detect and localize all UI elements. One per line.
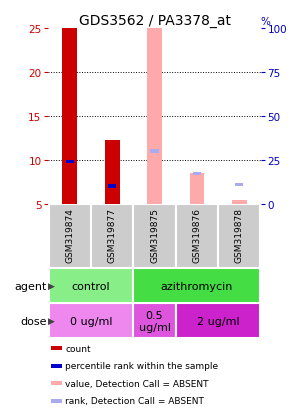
Text: rank, Detection Call = ABSENT: rank, Detection Call = ABSENT xyxy=(65,396,204,406)
Bar xyxy=(133,204,175,268)
Text: GSM319874: GSM319874 xyxy=(65,208,74,263)
Bar xyxy=(48,268,133,304)
Bar xyxy=(66,161,74,163)
Text: percentile rank within the sample: percentile rank within the sample xyxy=(65,361,218,370)
Bar xyxy=(62,27,77,204)
Bar xyxy=(51,347,62,350)
Bar xyxy=(193,173,201,176)
Text: 2 ug/ml: 2 ug/ml xyxy=(197,316,239,326)
Text: ▶: ▶ xyxy=(48,317,55,325)
Bar xyxy=(51,382,62,385)
Bar xyxy=(51,399,62,403)
Bar xyxy=(108,184,116,189)
Text: ▶: ▶ xyxy=(48,281,55,290)
Text: GSM319877: GSM319877 xyxy=(108,208,117,263)
Bar xyxy=(51,364,62,368)
Text: 0 ug/ml: 0 ug/ml xyxy=(70,316,112,326)
Bar xyxy=(218,204,260,268)
Text: agent: agent xyxy=(15,281,47,291)
Bar xyxy=(151,149,158,154)
Text: value, Detection Call = ABSENT: value, Detection Call = ABSENT xyxy=(65,379,209,388)
Bar xyxy=(91,204,133,268)
Text: GSM319878: GSM319878 xyxy=(235,208,244,263)
Bar xyxy=(48,304,133,339)
Bar xyxy=(147,26,162,204)
Bar xyxy=(176,304,261,339)
Bar xyxy=(48,204,91,268)
Bar xyxy=(133,304,176,339)
Title: GDS3562 / PA3378_at: GDS3562 / PA3378_at xyxy=(78,14,231,28)
Text: azithromycin: azithromycin xyxy=(161,281,233,291)
Text: count: count xyxy=(65,344,91,353)
Text: 0.5
ug/ml: 0.5 ug/ml xyxy=(138,310,171,332)
Bar xyxy=(190,174,204,204)
Text: control: control xyxy=(72,281,110,291)
Text: GSM319876: GSM319876 xyxy=(192,208,201,263)
Text: dose: dose xyxy=(21,316,47,326)
Bar xyxy=(176,204,218,268)
Text: GSM319875: GSM319875 xyxy=(150,208,159,263)
Bar xyxy=(133,268,261,304)
Bar xyxy=(232,200,247,204)
Text: %: % xyxy=(261,17,271,27)
Bar xyxy=(235,183,243,187)
Bar xyxy=(105,140,119,204)
